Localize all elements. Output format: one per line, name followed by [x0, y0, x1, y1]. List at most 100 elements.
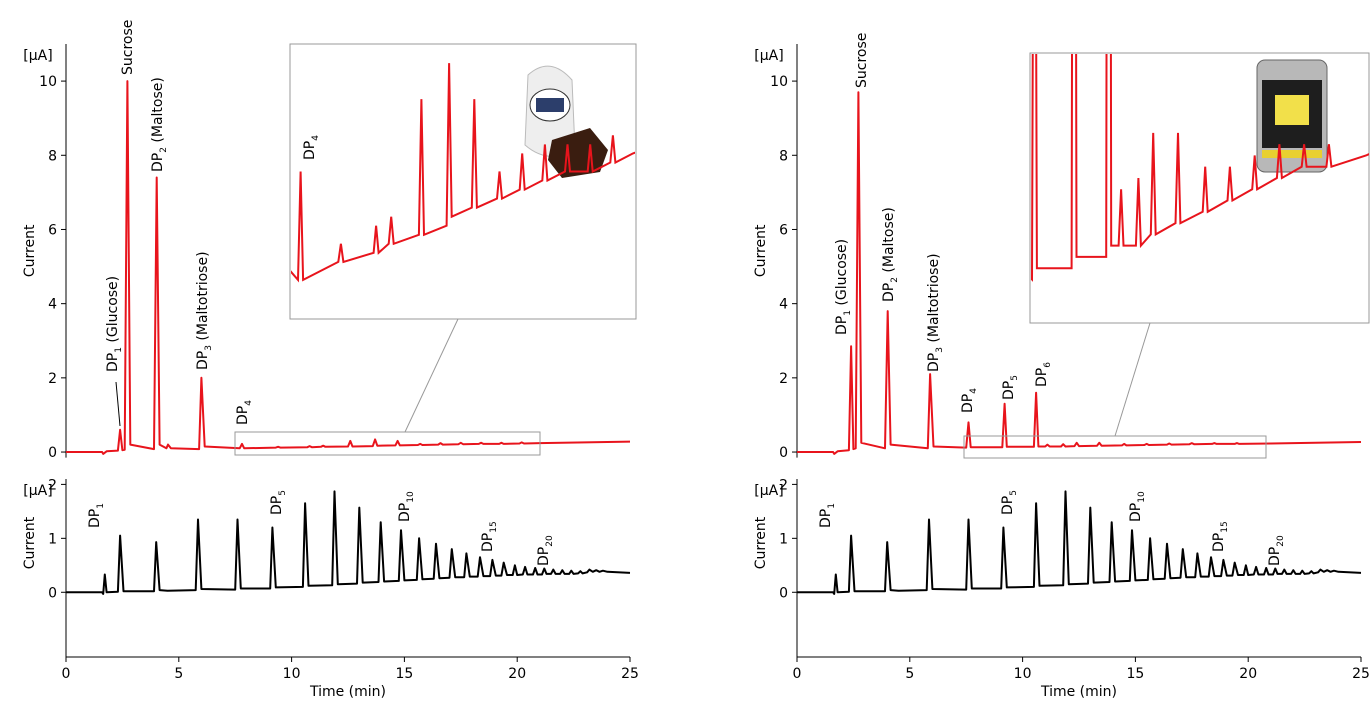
y-tick-label: 4 — [48, 297, 57, 313]
y-tick-label: 2 — [48, 371, 57, 387]
label-suffix: (Glucose) — [105, 276, 121, 347]
peak-label: DP2 (Maltose) — [881, 207, 900, 302]
zoom-connector — [404, 318, 459, 433]
peak-label: DP5 — [269, 490, 288, 515]
peak-label: DP20 — [536, 535, 555, 566]
label-sub: 15 — [489, 521, 499, 532]
y-tick-label: 10 — [39, 74, 57, 90]
x-tick-label: 5 — [905, 666, 914, 682]
y-tick-label: 6 — [48, 222, 57, 238]
label-text: DP — [960, 394, 976, 413]
peak-label: DP1 (Glucose) — [834, 239, 853, 335]
trace — [66, 490, 631, 595]
label-text: DP — [1034, 368, 1050, 387]
label-sub: 1 — [827, 503, 837, 509]
peak-label: DP20 — [1267, 535, 1286, 566]
y-unit: [μA] — [754, 483, 783, 499]
peak-label: DP15 — [1211, 521, 1230, 552]
peak-label: DP10 — [1128, 491, 1147, 522]
y-tick-label: 2 — [779, 477, 788, 493]
x-tick-label: 25 — [621, 666, 639, 682]
peak-label: DP15 — [480, 521, 499, 552]
y-unit: [μA] — [23, 483, 52, 499]
peak-label: DP2 (Maltose) — [150, 77, 169, 172]
label-sub: 10 — [406, 491, 416, 503]
trace — [797, 91, 1362, 455]
label-sub: 20 — [1276, 535, 1286, 547]
label-sub: 20 — [545, 535, 555, 547]
y-axis-label: Current — [753, 224, 769, 277]
peak-label: Sucrose — [854, 33, 870, 88]
label-sub: 2 — [890, 277, 900, 283]
peak-label: DP1 — [818, 503, 837, 528]
label-sub: 6 — [1043, 362, 1053, 368]
label-text: DP — [480, 533, 496, 552]
inset-trace — [291, 63, 635, 283]
label-suffix: (Maltose) — [150, 77, 166, 147]
y-axis-label: Current — [22, 224, 38, 277]
y-tick-label: 0 — [48, 585, 57, 601]
label-text: DP — [1001, 381, 1017, 400]
peak-label: Sucrose — [120, 20, 136, 75]
x-tick-label: 15 — [395, 666, 413, 682]
inset-plot — [291, 63, 635, 283]
zoom-box — [234, 431, 541, 456]
inset-plot — [1031, 54, 1369, 282]
label-sub: 5 — [1009, 490, 1019, 496]
inset-trace — [1031, 54, 1369, 282]
label-text: Sucrose — [120, 20, 136, 75]
label-sub: 4 — [311, 135, 321, 141]
peak-label: DP4 — [235, 400, 254, 425]
label-text: DP — [397, 503, 413, 522]
label-text: DP — [195, 351, 211, 370]
label-text: DP — [105, 353, 121, 372]
x-tick-label: 0 — [62, 666, 71, 682]
x-tick-label: 0 — [793, 666, 802, 682]
peak-label: DP6 — [1034, 362, 1053, 387]
label-text: DP — [150, 153, 166, 172]
y-tick-label: 0 — [779, 585, 788, 601]
label-text: DP — [269, 496, 285, 515]
label-text: DP — [235, 406, 251, 425]
tin-photo — [1256, 59, 1328, 173]
peak-label: DP4 — [302, 135, 321, 160]
label-sub: 5 — [1010, 375, 1020, 381]
peak-label: DP3 (Maltotriose) — [926, 253, 945, 372]
trace — [66, 80, 631, 455]
label-text: DP — [926, 353, 942, 372]
x-tick-label: 15 — [1126, 666, 1144, 682]
y-tick-label: 8 — [48, 148, 57, 164]
peak-label: DP5 — [1001, 375, 1020, 400]
zoom-connector — [1114, 322, 1151, 437]
peak-label: DP5 — [1000, 490, 1019, 515]
label-text: DP — [87, 509, 103, 528]
y-tick-label: 8 — [779, 148, 788, 164]
peak-label: DP10 — [397, 491, 416, 522]
label-sub: 10 — [1137, 491, 1147, 503]
x-tick-label: 20 — [1239, 666, 1257, 682]
y-tick-label: 10 — [770, 74, 788, 90]
y-tick-label: 0 — [48, 445, 57, 461]
peak-label: DP1 — [87, 503, 106, 528]
label-sub: 1 — [96, 503, 106, 509]
y-unit: [μA] — [754, 48, 783, 64]
y-tick-label: 6 — [779, 222, 788, 238]
y-tick-label: 0 — [779, 445, 788, 461]
label-sub: 1 — [114, 347, 124, 353]
label-text: Sucrose — [854, 33, 870, 88]
trace — [797, 490, 1362, 595]
label-text: DP — [302, 141, 318, 160]
x-tick-label: 25 — [1352, 666, 1370, 682]
y-tick-label: 2 — [48, 477, 57, 493]
label-sub: 4 — [244, 400, 254, 406]
label-text: DP — [536, 547, 552, 566]
y-unit: [μA] — [23, 48, 52, 64]
label-text: DP — [818, 509, 834, 528]
y-tick-label: 1 — [779, 531, 788, 547]
label-suffix: (Maltotriose) — [195, 251, 211, 345]
x-tick-label: 10 — [1014, 666, 1032, 682]
label-sub: 2 — [159, 147, 169, 153]
peak-label: DP1 (Glucose) — [105, 276, 124, 372]
